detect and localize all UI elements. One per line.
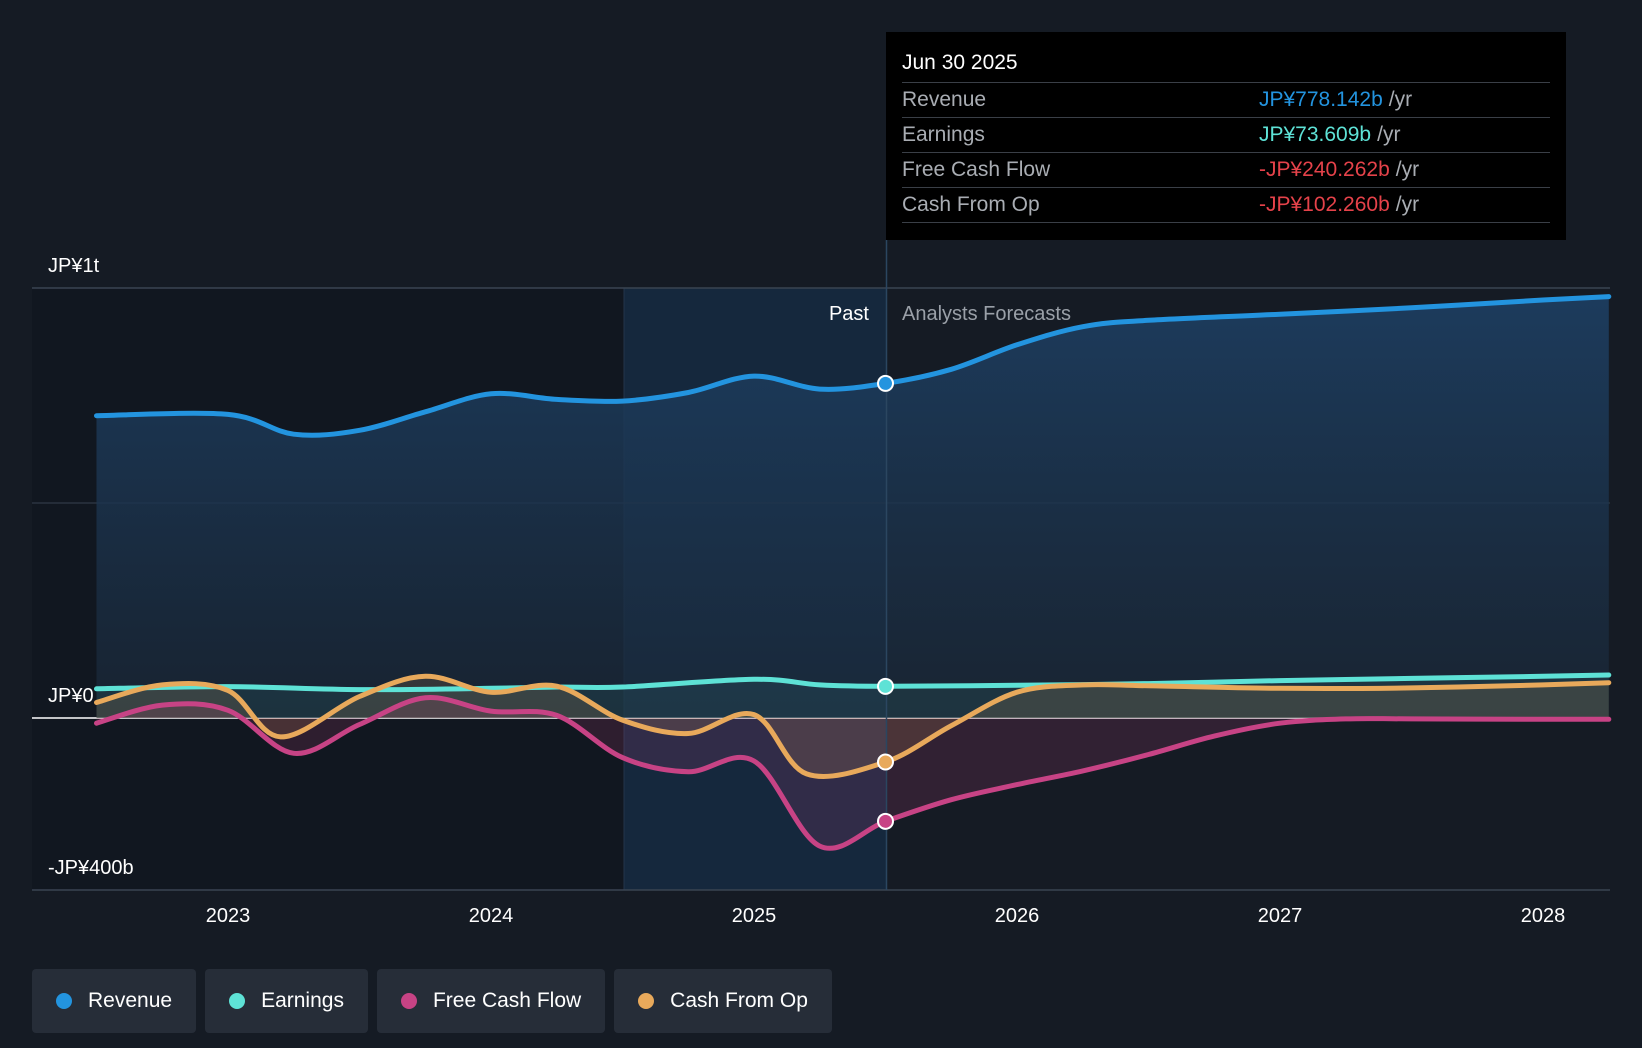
tooltip-unit: /yr xyxy=(1377,123,1401,146)
legend-item-revenue[interactable]: Revenue xyxy=(32,969,197,1033)
legend-item-free-cash-flow[interactable]: Free Cash Flow xyxy=(376,969,606,1033)
legend: Revenue Earnings Free Cash Flow Cash Fro… xyxy=(32,969,832,1033)
tooltip-row-cash-from-op: Cash From Op -JP¥102.260b /yr xyxy=(902,188,1550,223)
x-tick-label: 2024 xyxy=(469,905,514,927)
series-lines xyxy=(94,294,1612,851)
x-tick-label: 2023 xyxy=(206,905,251,927)
area-revenue xyxy=(96,296,1609,718)
tooltip-row-revenue: Revenue JP¥778.142b /yr xyxy=(902,83,1550,118)
legend-item-earnings[interactable]: Earnings xyxy=(205,969,368,1033)
x-tick-label: 2028 xyxy=(1521,905,1566,927)
tooltip-unit: /yr xyxy=(1388,88,1413,111)
marker-earnings xyxy=(877,677,894,695)
legend-dot-icon xyxy=(56,993,72,1009)
y-tick-label: JP¥1t xyxy=(48,255,100,277)
tooltip-date: Jun 30 2025 xyxy=(902,46,1550,83)
forecast-label: Analysts Forecasts xyxy=(902,303,1071,325)
marker-cash-from-op xyxy=(877,753,894,771)
tooltip-label: Cash From Op xyxy=(902,193,1040,216)
y-axis-labels: JP¥1t JP¥0 -JP¥400b xyxy=(48,255,134,879)
x-tick-label: 2026 xyxy=(995,905,1040,927)
tooltip-value: -JP¥102.260b xyxy=(1259,193,1390,216)
tooltip-label: Revenue xyxy=(902,88,987,111)
tooltip-label: Free Cash Flow xyxy=(902,158,1051,181)
tooltip-value: JP¥778.142b xyxy=(1259,88,1383,111)
marker-revenue xyxy=(877,374,894,392)
legend-item-cash-from-op[interactable]: Cash From Op xyxy=(614,969,832,1033)
line-revenue xyxy=(94,294,1612,438)
tooltip-row-free-cash-flow: Free Cash Flow -JP¥240.262b /yr xyxy=(902,153,1550,188)
tooltip-row-earnings: Earnings JP¥73.609b /yr xyxy=(902,118,1550,153)
legend-label: Cash From Op xyxy=(670,989,808,1012)
past-label: Past xyxy=(829,303,869,325)
legend-dot-icon xyxy=(400,993,417,1009)
legend-dot-icon xyxy=(638,993,655,1009)
tooltip-value: -JP¥240.262b xyxy=(1259,158,1390,181)
legend-label: Revenue xyxy=(88,989,173,1012)
legend-label: Earnings xyxy=(261,989,344,1012)
tooltip-unit: /yr xyxy=(1395,193,1420,216)
line-cash-from-op xyxy=(94,673,1612,779)
y-tick-label: JP¥0 xyxy=(48,685,94,707)
line-free-cash-flow xyxy=(94,695,1612,851)
tooltip-unit: /yr xyxy=(1395,158,1420,181)
area-cash-from-op xyxy=(96,676,1609,777)
x-tick-label: 2027 xyxy=(1258,905,1303,927)
series-markers xyxy=(877,374,894,830)
x-axis-labels: 2023 2024 2025 2026 2027 2028 xyxy=(206,905,1566,927)
marker-free-cash-flow xyxy=(877,812,894,830)
tooltip-label: Earnings xyxy=(902,123,985,146)
tooltip-value: JP¥73.609b xyxy=(1259,123,1372,146)
legend-label: Free Cash Flow xyxy=(432,989,582,1012)
legend-dot-icon xyxy=(229,993,246,1009)
tooltip: Jun 30 2025 Revenue JP¥778.142b /yr Earn… xyxy=(886,32,1566,240)
y-tick-label: -JP¥400b xyxy=(48,857,134,879)
x-tick-label: 2025 xyxy=(732,905,777,927)
